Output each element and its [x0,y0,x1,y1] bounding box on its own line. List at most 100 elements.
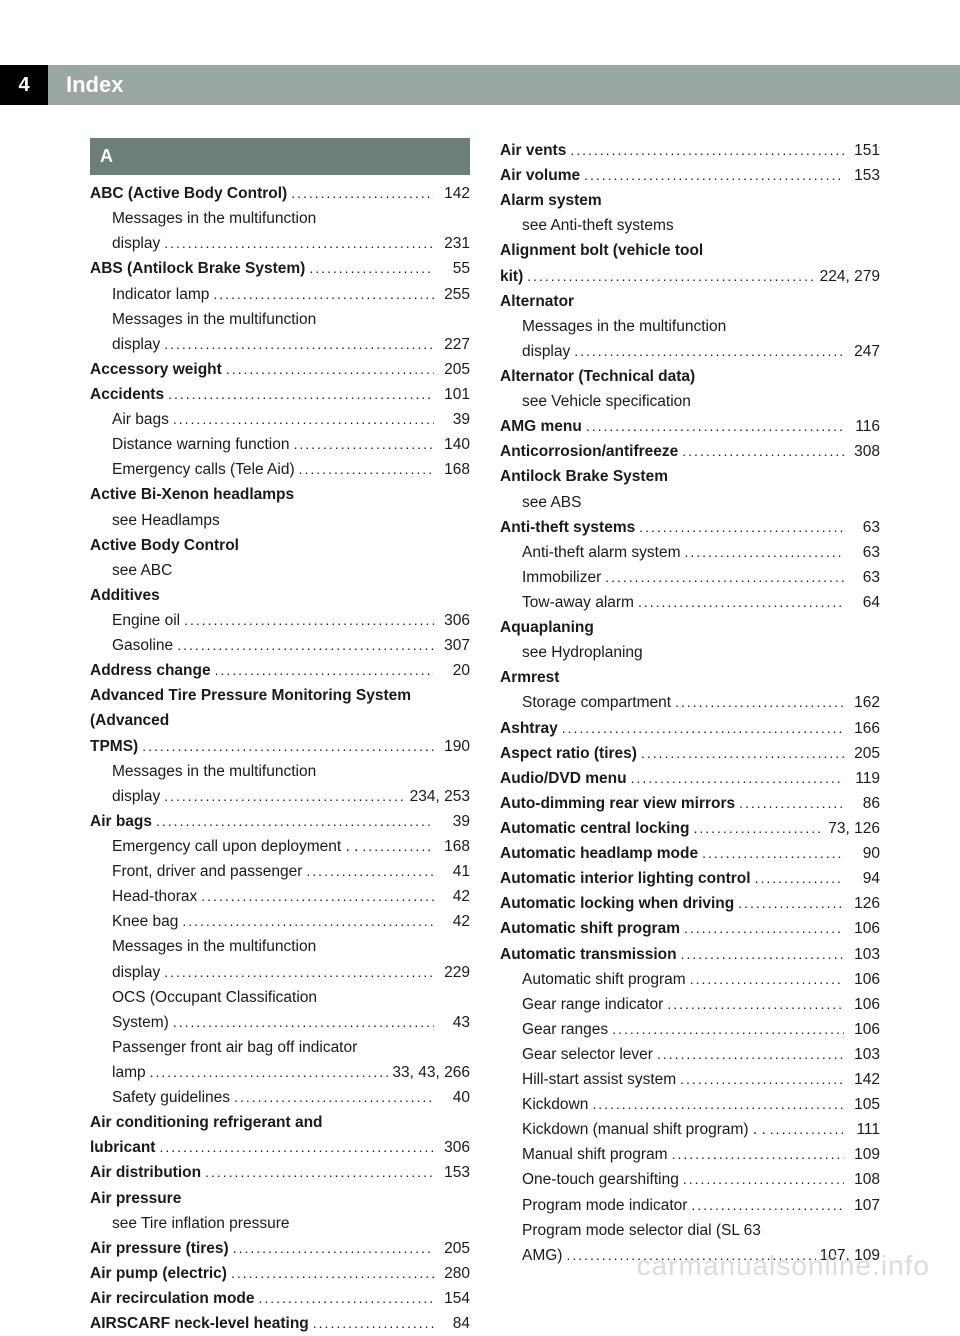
index-label: see Hydroplaning [522,640,643,665]
page-ref: 205 [848,741,880,766]
index-entry: ABC (Active Body Control)142 [90,181,470,206]
index-label: Air pressure (tires) [90,1236,229,1261]
index-entry: Air volume153 [500,163,880,188]
index-label: Kickdown (manual shift program) . . [522,1117,766,1142]
index-subentry: Engine oil306 [90,608,470,633]
index-label: see Headlamps [112,508,220,533]
page-ref: 168 [438,834,470,859]
page-ref: 255 [438,282,470,307]
index-label: Automatic central locking [500,816,689,841]
index-label: Knee bag [112,909,178,934]
page-ref: 108 [848,1167,880,1192]
index-label: Alarm system [500,188,602,213]
index-subentry: Emergency call upon deployment . . 168 [90,834,470,859]
page-ref: 229 [438,960,470,985]
page-ref: 64 [848,590,880,615]
index-label: Immobilizer [522,565,601,590]
page-ref: 153 [848,163,880,188]
index-label: Automatic locking when driving [500,891,734,916]
index-subentry: Air bags39 [90,407,470,432]
index-label: Hill-start assist system [522,1067,676,1092]
page-ref: 33, 43, 266 [392,1060,470,1085]
index-subentry: Automatic shift program 106 [500,967,880,992]
page-ref: 106 [848,1017,880,1042]
page-ref: 247 [848,339,880,364]
index-label: see ABC [112,558,172,583]
page-ref: 154 [438,1286,470,1311]
index-label: Messages in the multifunction display231 [112,206,470,256]
page-ref: 63 [848,540,880,565]
page-ref: 103 [848,1042,880,1067]
index-label: Safety guidelines [112,1085,230,1110]
index-subentry: see ABC [90,558,470,583]
index-label: Gasoline [112,633,173,658]
index-label: Storage compartment [522,690,671,715]
index-entry: Automatic central locking73, 126 [500,816,880,841]
index-subentry: Hill-start assist system142 [500,1067,880,1092]
page-ref: 39 [438,407,470,432]
index-subentry: Program mode indicator107 [500,1193,880,1218]
page-ref: 116 [848,414,880,439]
index-entry: Alarm system [500,188,880,213]
index-entry: Additives [90,583,470,608]
index-label: Distance warning function [112,432,290,457]
index-label: Gear selector lever [522,1042,653,1067]
index-content: A ABC (Active Body Control)142Messages i… [90,138,880,1336]
index-label: Indicator lamp [112,282,209,307]
index-subentry: Messages in the multifunction display234… [90,759,470,809]
index-label: AMG menu [500,414,582,439]
index-subentry: Front, driver and passenger41 [90,859,470,884]
page-ref: 308 [848,439,880,464]
index-entry: Automatic transmission103 [500,942,880,967]
index-label: Air pump (electric) [90,1261,227,1286]
page-ref: 231 [438,231,470,256]
index-label: Emergency call upon deployment . . [112,834,358,859]
index-subentry: Passenger front air bag off indicator la… [90,1035,470,1085]
index-label: Alternator [500,289,574,314]
page-ref: 105 [848,1092,880,1117]
index-entry: Active Bi-Xenon headlamps [90,482,470,507]
watermark: carmanualsonline.info [637,1250,930,1282]
index-entry: Air pressure (tires)205 [90,1236,470,1261]
page-ref: 40 [438,1085,470,1110]
page-ref: 42 [438,884,470,909]
page-ref: 205 [438,357,470,382]
index-subentry: Knee bag42 [90,909,470,934]
page-ref: 55 [438,256,470,281]
index-label: Aquaplaning [500,615,594,640]
index-entry: Armrest [500,665,880,690]
index-label: Gear ranges [522,1017,608,1042]
index-label: Air recirculation mode [90,1286,255,1311]
index-entry: Anticorrosion/antifreeze308 [500,439,880,464]
index-subentry: Gear range indicator106 [500,992,880,1017]
index-label: Emergency calls (Tele Aid) [112,457,295,482]
page-ref: 162 [848,690,880,715]
index-label: Anti-theft alarm system [522,540,681,565]
page-ref: 106 [848,967,880,992]
page-ref: 224, 279 [820,264,880,289]
index-subentry: Anti-theft alarm system 63 [500,540,880,565]
page-ref: 111 [848,1117,880,1142]
page-ref: 106 [848,916,880,941]
index-label: ABC (Active Body Control) [90,181,287,206]
page-ref: 109 [848,1142,880,1167]
index-subentry: see Hydroplaning [500,640,880,665]
index-subentry: see Tire inflation pressure [90,1211,470,1236]
index-label: Manual shift program [522,1142,668,1167]
index-subentry: Messages in the multifunction display229 [90,934,470,984]
index-subentry: Indicator lamp 255 [90,282,470,307]
index-label: Automatic shift program [522,967,686,992]
index-entry: Alternator (Technical data) [500,364,880,389]
index-label: Program mode indicator [522,1193,687,1218]
index-subentry: see Anti-theft systems [500,213,880,238]
index-subentry: Emergency calls (Tele Aid)168 [90,457,470,482]
page-ref: 106 [848,992,880,1017]
index-entry: Air vents151 [500,138,880,163]
index-label: Address change [90,658,211,683]
index-entry: Air conditioning refrigerant and lubrica… [90,1110,470,1160]
index-subentry: Gear selector lever 103 [500,1042,880,1067]
index-subentry: Storage compartment 162 [500,690,880,715]
index-subentry: Messages in the multifunction display247 [500,314,880,364]
index-entry: Automatic headlamp mode90 [500,841,880,866]
letter-heading: A [90,138,470,175]
